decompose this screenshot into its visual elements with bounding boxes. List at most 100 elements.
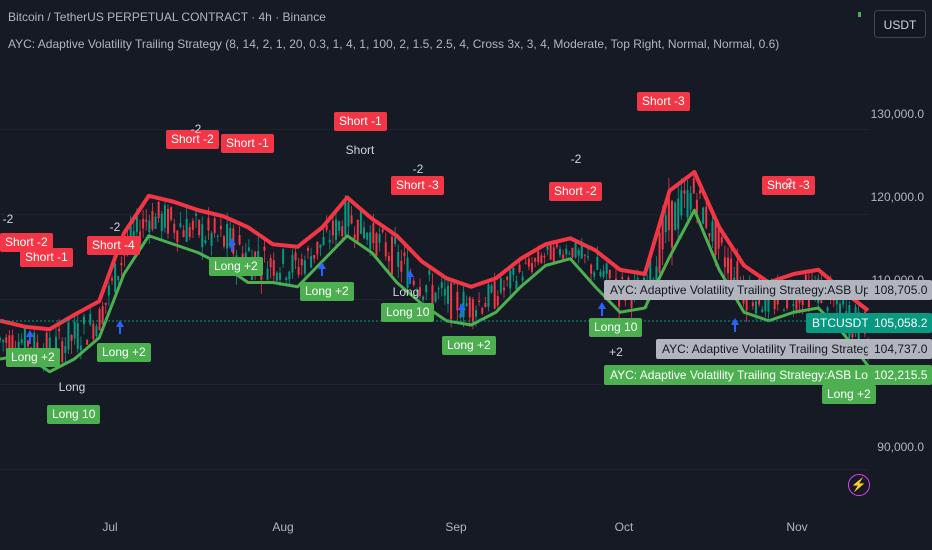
candle-body <box>104 302 107 305</box>
candle-body <box>328 239 331 243</box>
candle-body <box>347 202 350 227</box>
candle-body <box>534 257 537 262</box>
candle-body <box>145 219 148 222</box>
candle-body <box>590 264 593 274</box>
candle-body <box>170 207 173 220</box>
candle-body <box>17 342 20 351</box>
candle-body <box>23 328 26 350</box>
candle-body <box>160 213 163 232</box>
candle-body <box>188 227 191 237</box>
candle-body <box>98 308 101 331</box>
symbol-title[interactable]: Bitcoin / TetherUS PERPETUAL CONTRACT · … <box>8 10 326 24</box>
candle-body <box>344 202 347 236</box>
candle-body <box>755 301 757 314</box>
candle-body <box>282 249 285 264</box>
candle-body <box>387 255 390 262</box>
candle-body <box>649 259 652 288</box>
candle-body <box>101 306 104 325</box>
candle-body <box>288 271 291 280</box>
candle-body <box>148 220 151 233</box>
candle-body <box>478 300 481 302</box>
candle-body <box>5 337 8 343</box>
short-signal-label: Short -2 <box>0 233 53 253</box>
candle-body <box>73 321 76 339</box>
candle-body <box>468 297 471 318</box>
indicator-legend[interactable]: AYC: Adaptive Volatility Trailing Strate… <box>8 37 780 51</box>
candle-body <box>540 255 543 263</box>
candle-body <box>437 288 440 290</box>
candle-body <box>129 226 132 245</box>
candle-body <box>338 221 341 231</box>
x-tick-label: Sep <box>445 520 467 534</box>
candle-body <box>773 294 776 310</box>
signal-offset-text: -2 <box>2 212 14 226</box>
candle-body <box>422 296 425 300</box>
candle-body <box>76 323 79 350</box>
candle-body <box>45 332 48 356</box>
candle-body <box>117 275 120 281</box>
candle-body <box>450 282 453 320</box>
candle-body <box>294 252 297 261</box>
long-arrow <box>116 320 124 334</box>
price-axis[interactable]: 130,000.0 120,000.0 110,000.0 90,000.0 <box>868 0 932 512</box>
candle-body <box>201 224 204 248</box>
candle-body <box>552 247 555 262</box>
candle-body <box>381 229 384 232</box>
candle-body <box>275 272 278 281</box>
y-tick-label: 130,000.0 <box>870 107 924 121</box>
candle-body <box>36 342 39 349</box>
candle-body <box>8 335 11 354</box>
short-signal-label: Short -3 <box>391 176 444 196</box>
candle-body <box>425 285 428 293</box>
candle-body <box>353 234 356 239</box>
candle-body <box>213 218 216 234</box>
candle-body <box>48 337 51 353</box>
candle-body <box>182 230 185 237</box>
candle-body <box>717 228 720 249</box>
candle-body <box>359 211 362 234</box>
candle-body <box>636 278 639 280</box>
short-signal-label: Short -1 <box>221 134 274 154</box>
candle-body <box>537 251 540 263</box>
candle-body <box>33 332 36 353</box>
candle-body <box>397 251 400 267</box>
candle-body <box>325 224 328 231</box>
lightning-icon[interactable]: ⚡ <box>848 474 870 496</box>
candle-body <box>356 219 359 241</box>
candle-body <box>269 257 272 268</box>
candle-body <box>154 216 157 229</box>
candle-body <box>350 215 353 224</box>
signal-word: Short <box>345 143 375 157</box>
currency-unit-button[interactable]: USDT <box>874 10 926 38</box>
candle-body <box>440 282 443 289</box>
candle-body <box>509 270 512 289</box>
candle-body <box>596 256 599 270</box>
short-signal-label: Short -4 <box>87 236 140 256</box>
candle-body <box>568 253 571 255</box>
candle-body <box>111 277 113 281</box>
candle-body <box>506 276 509 280</box>
candle-body <box>605 263 608 274</box>
candle-body <box>727 257 729 274</box>
candle-body <box>157 201 160 219</box>
candle-body <box>521 276 524 281</box>
candle-body <box>285 277 288 280</box>
long-signal-label: Long 10 <box>47 405 101 425</box>
candle-body <box>176 230 179 243</box>
candle-body <box>608 269 611 279</box>
candle-body <box>549 244 552 260</box>
candle-body <box>751 302 754 307</box>
candle-body <box>198 220 201 236</box>
upper-trail-price: 108,705.0 <box>868 280 932 300</box>
candle-body <box>331 220 334 236</box>
candle-body <box>92 323 95 340</box>
long-arrow <box>228 238 236 252</box>
long-signal-label: Long +2 <box>442 336 496 356</box>
candle-body <box>135 216 138 233</box>
long-signal-label: Long +2 <box>6 348 60 368</box>
candle-body <box>447 285 449 304</box>
candle-body <box>319 244 322 248</box>
candle-body <box>89 314 92 325</box>
candle-body <box>577 249 580 256</box>
